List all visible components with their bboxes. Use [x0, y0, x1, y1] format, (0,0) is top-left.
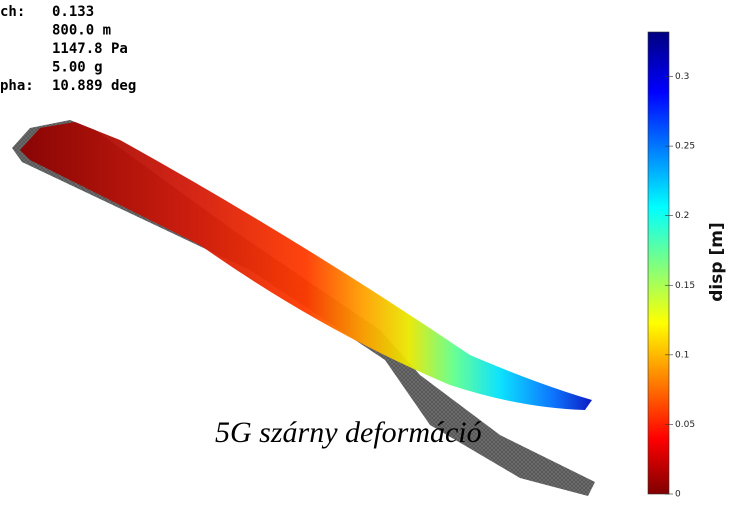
tick-label: 0.2 [675, 211, 689, 221]
deformed-wing [20, 122, 592, 410]
tick-label: 0.1 [675, 350, 689, 360]
tick-label: 0.05 [675, 420, 695, 430]
tick-label: 0.3 [675, 72, 689, 82]
figure: ch: 0.133 800.0 m 1147.8 Pa 5.00 g pha: 10.889… [0, 0, 731, 506]
info-value: 10.889 deg [52, 78, 136, 94]
info-value: 800.0 m [52, 23, 111, 39]
tick-label: 0 [675, 490, 681, 500]
info-panel: ch: 0.133 800.0 m 1147.8 Pa 5.00 g pha: 10.889… [0, 4, 136, 94]
info-label: pha: [0, 78, 34, 94]
tick-label: 0.15 [675, 281, 695, 291]
info-value: 0.133 [52, 4, 94, 20]
colorbar-ticks: 0 0.05 0.1 0.15 0.2 0.25 0.3 [665, 72, 695, 499]
colorbar-label: disp [m] [707, 222, 727, 301]
tick-label: 0.25 [675, 142, 695, 152]
info-value: 1147.8 Pa [52, 41, 128, 57]
info-label: ch: [0, 4, 25, 20]
info-value: 5.00 g [52, 60, 103, 76]
caption: 5G szárny deformáció [215, 416, 482, 449]
